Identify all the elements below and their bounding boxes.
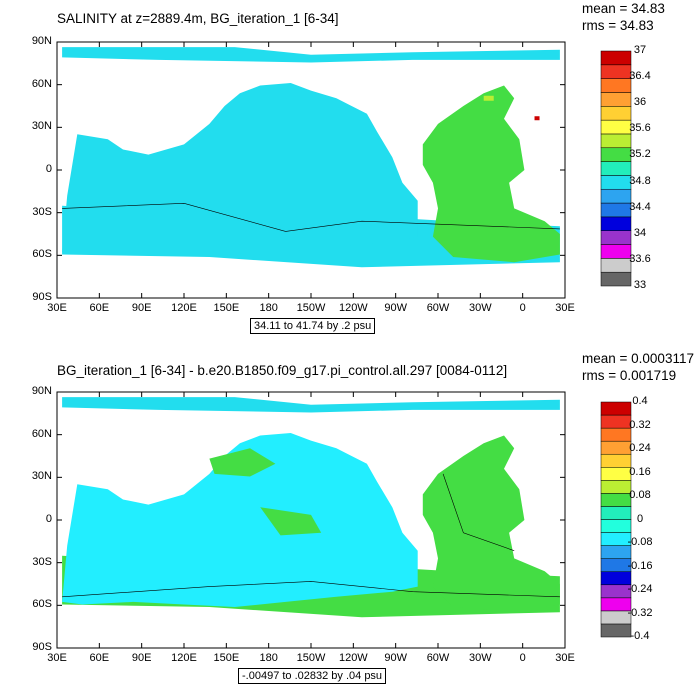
lat-label: 90N [31, 35, 52, 47]
panel-title: SALINITY at z=2889.4m, BG_iteration_1 [6… [57, 11, 339, 26]
arctic-ocean-region [62, 397, 560, 413]
colorbar-cell [600, 161, 632, 176]
lat-label: 30S [32, 205, 52, 218]
lon-label: 120W [338, 652, 368, 664]
lon-label: 120W [338, 302, 368, 314]
lon-label: 30E [47, 302, 67, 314]
rms-stat: rms = 34.83 [582, 18, 654, 33]
salinity-panel: SALINITY at z=2889.4m, BG_iteration_1 [6… [57, 1, 665, 33]
lon-label: 60W [426, 652, 450, 664]
contour-line [442, 473, 515, 551]
colorbar-level-label: 34.4 [629, 200, 651, 213]
lon-label: 180 [259, 302, 278, 314]
lon-label: 150E [213, 302, 240, 314]
colorbar-level-label: 0 [636, 512, 644, 525]
lat-label: 60N [31, 77, 52, 90]
lon-label: 120E [171, 302, 197, 314]
colorbar-level-label: 35.2 [629, 148, 651, 161]
colorbar-level-label: -0.32 [627, 606, 653, 619]
lon-label: 90E [131, 302, 152, 314]
lon-label: 0 [519, 652, 526, 664]
lat-label: 90N [31, 385, 52, 397]
mediterranean-outflow-patch [534, 116, 540, 121]
lon-label: 30W [469, 652, 492, 664]
lon-label: 0 [519, 302, 526, 314]
pacific-indian-region [62, 433, 418, 607]
difference-panel: BG_iteration_1 [6-34] - b.e20.B1850.f09_… [0, 350, 700, 700]
atlantic-region [422, 85, 560, 263]
lat-label: 30N [31, 470, 52, 483]
lat-label: 0 [45, 513, 52, 525]
pacific-indian-region [62, 83, 418, 257]
lat-label: 0 [45, 163, 52, 175]
colorbar-level-label: 0.24 [629, 442, 651, 454]
lat-label: 60N [31, 427, 52, 440]
lon-label: 30E [555, 302, 575, 314]
lon-label: 30W [469, 302, 492, 314]
colorbar-level-label: 37 [633, 44, 647, 56]
contour-info-box: 34.11 to 41.74 by .2 psu [250, 318, 376, 334]
lon-label: 150E [213, 652, 240, 664]
colorbar-level-label: 36.4 [629, 70, 651, 83]
colorbar-level-label: -0.16 [627, 559, 653, 572]
lon-label: 90W [384, 652, 407, 664]
lat-label: 30S [32, 555, 52, 568]
colorbar-cell [600, 50, 632, 66]
colorbar-cell [600, 133, 632, 149]
nordic-sea-patch [483, 95, 494, 101]
atlantic-region [422, 435, 560, 613]
rms-stat: rms = 0.001719 [582, 368, 677, 383]
arctic-ocean-region [62, 47, 560, 63]
contour-line [62, 202, 560, 232]
lon-label: 90W [384, 302, 407, 314]
lat-label: 90S [32, 291, 52, 303]
lon-label: 60W [426, 302, 450, 314]
lon-label: 120E [171, 652, 197, 664]
lon-label: 150W [296, 652, 326, 664]
lon-label: 150W [296, 302, 326, 314]
colorbar-level-label: 34.8 [629, 174, 651, 187]
colorbar-level-label: 0.08 [629, 489, 651, 501]
colorbar-level-label: 33 [633, 279, 647, 291]
colorbar-cell [600, 106, 632, 121]
colorbar-cell [600, 401, 632, 416]
lon-label: 180 [259, 652, 278, 664]
contour-info-box: -.00497 to .02832 by .04 psu [238, 668, 387, 684]
lon-label: 60E [89, 302, 110, 314]
colorbar-level-label: -0.24 [627, 583, 653, 595]
lat-label: 60S [32, 248, 52, 261]
lat-label: 60S [32, 598, 52, 611]
colorbar-level-label: -0.08 [627, 536, 653, 548]
mean-stat: mean = 0.0003117 [582, 351, 694, 366]
colorbar-level-label: 0.32 [629, 418, 651, 431]
mean-stat: mean = 34.83 [582, 1, 665, 16]
panel-title: BG_iteration_1 [6-34] - b.e20.B1850.f09_… [57, 363, 508, 378]
colorbar-level-label: 35.6 [629, 122, 651, 135]
colorbar-level-label: 36 [633, 96, 647, 109]
lon-label: 30E [47, 652, 67, 664]
contour-line [62, 581, 560, 598]
positive-anomaly-patch [260, 507, 322, 536]
lon-label: 30E [555, 652, 575, 664]
colorbar-level-label: -0.4 [630, 630, 650, 642]
colorbar-level-label: 0.16 [629, 465, 651, 478]
positive-anomaly-patch [209, 448, 276, 477]
colorbar-level-label: 0.4 [632, 395, 648, 407]
lat-label: 30N [31, 120, 52, 133]
colorbar-level-label: 34 [633, 226, 647, 239]
lon-label: 60E [89, 652, 110, 664]
lat-label: 90S [32, 641, 52, 653]
colorbar-level-label: 33.6 [629, 252, 651, 265]
lon-label: 90E [131, 652, 152, 664]
